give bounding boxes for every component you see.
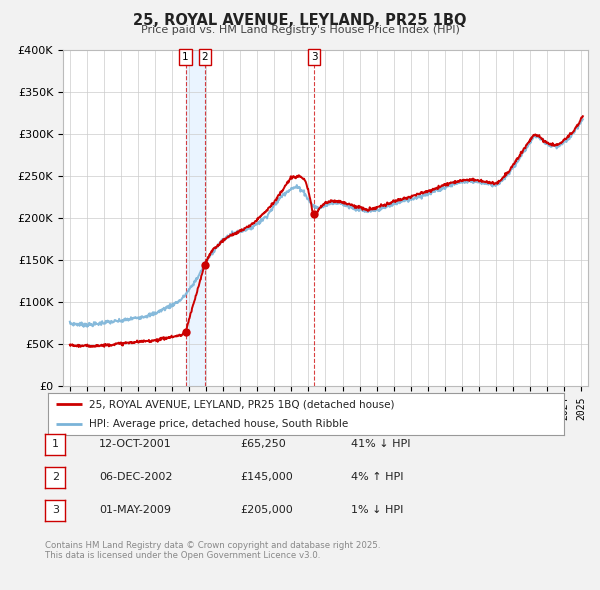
Text: 4% ↑ HPI: 4% ↑ HPI [351, 472, 404, 481]
Text: 1% ↓ HPI: 1% ↓ HPI [351, 505, 403, 514]
Text: 3: 3 [311, 52, 317, 62]
Text: HPI: Average price, detached house, South Ribble: HPI: Average price, detached house, Sout… [89, 419, 349, 429]
Text: 1: 1 [182, 52, 189, 62]
Text: £145,000: £145,000 [240, 472, 293, 481]
Text: This data is licensed under the Open Government Licence v3.0.: This data is licensed under the Open Gov… [45, 552, 320, 560]
Text: 25, ROYAL AVENUE, LEYLAND, PR25 1BQ (detached house): 25, ROYAL AVENUE, LEYLAND, PR25 1BQ (det… [89, 399, 395, 409]
Text: 1: 1 [52, 440, 59, 449]
Text: 41% ↓ HPI: 41% ↓ HPI [351, 439, 410, 448]
Text: Price paid vs. HM Land Registry's House Price Index (HPI): Price paid vs. HM Land Registry's House … [140, 25, 460, 35]
Text: 2: 2 [52, 473, 59, 482]
Text: Contains HM Land Registry data © Crown copyright and database right 2025.: Contains HM Land Registry data © Crown c… [45, 541, 380, 550]
Text: 12-OCT-2001: 12-OCT-2001 [99, 439, 172, 448]
Text: 06-DEC-2002: 06-DEC-2002 [99, 472, 173, 481]
Text: £65,250: £65,250 [240, 439, 286, 448]
Text: £205,000: £205,000 [240, 505, 293, 514]
Text: 3: 3 [52, 506, 59, 515]
Bar [185, 50, 205, 386]
Text: 01-MAY-2009: 01-MAY-2009 [99, 505, 171, 514]
Text: 25, ROYAL AVENUE, LEYLAND, PR25 1BQ: 25, ROYAL AVENUE, LEYLAND, PR25 1BQ [133, 13, 467, 28]
Text: 2: 2 [202, 52, 208, 62]
